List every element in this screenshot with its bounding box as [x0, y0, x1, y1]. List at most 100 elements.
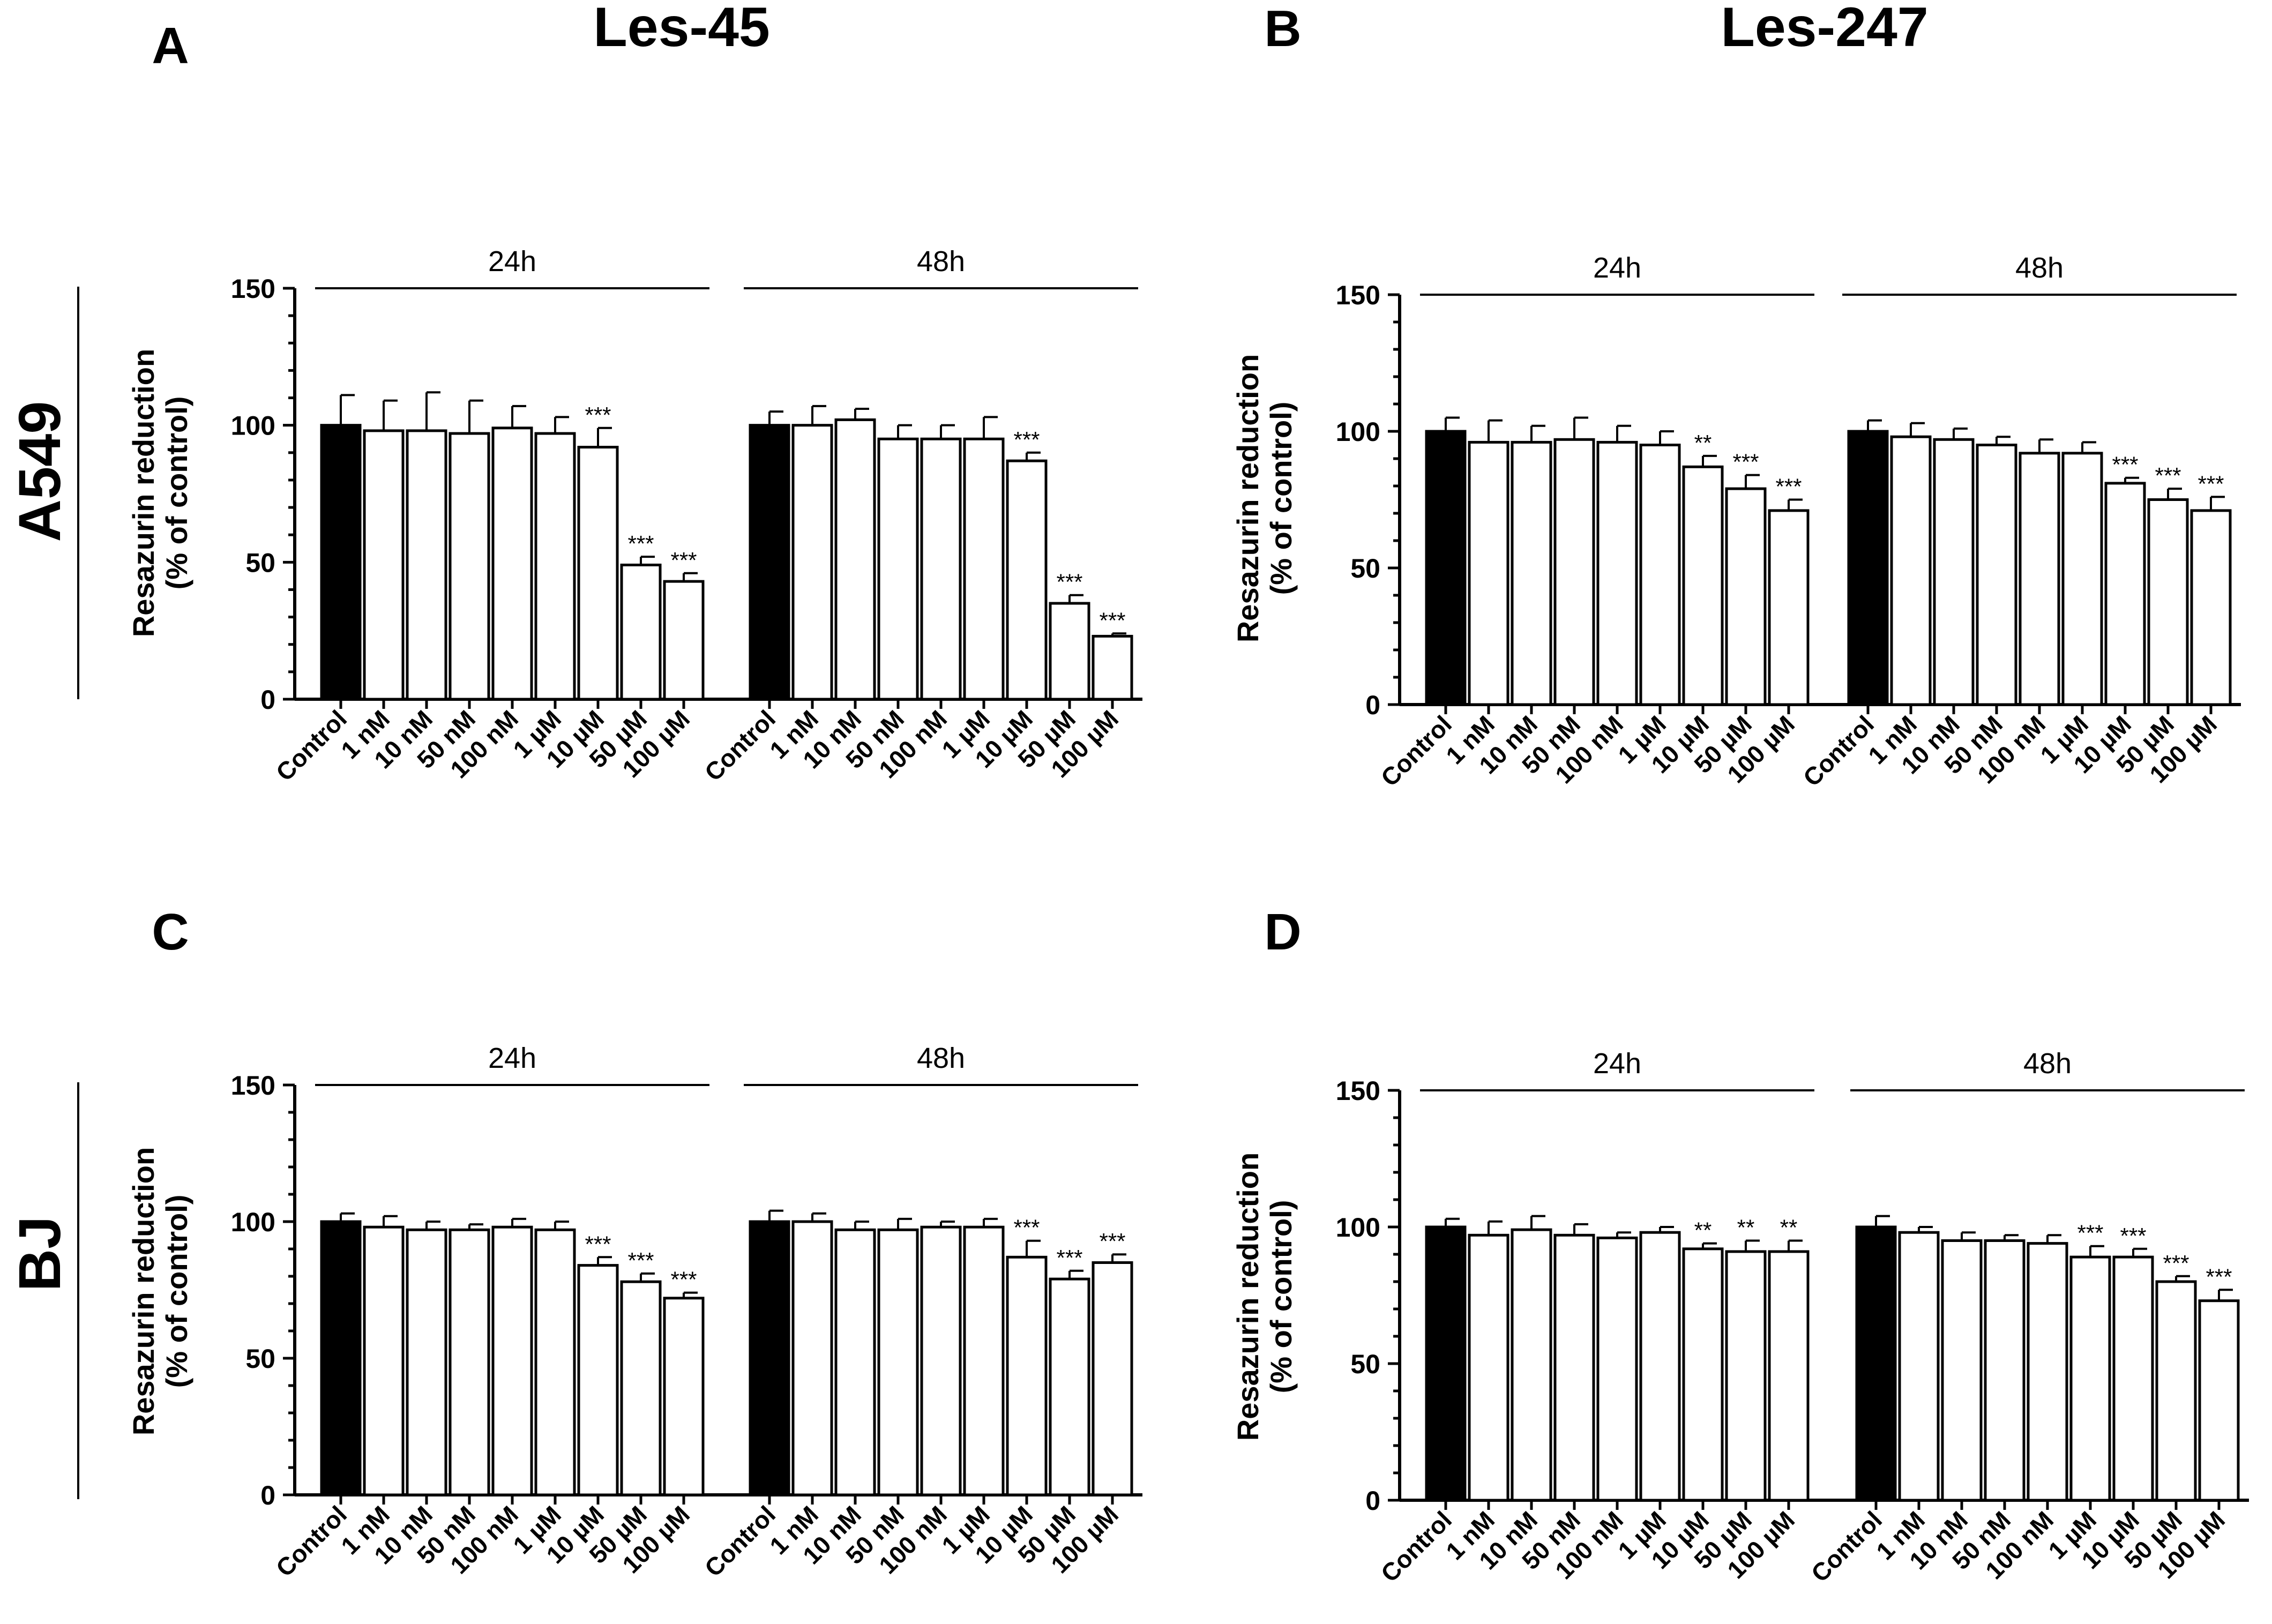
column-title-les45: Les-45: [593, 0, 770, 58]
bar-48h-3: [877, 437, 919, 701]
significance-label: ***: [2198, 471, 2224, 496]
y-tick-label: 50: [245, 548, 275, 578]
significance-label: **: [1694, 1218, 1712, 1243]
bar-24h-5: [1639, 1231, 1681, 1502]
y-tick-label: 150: [231, 274, 275, 304]
significance-label: ***: [1013, 1215, 1040, 1240]
panel-letter-c: C: [152, 903, 189, 961]
bar-48h-8: [1092, 1261, 1133, 1496]
group-label: 48h: [917, 1042, 965, 1074]
panel-letter-d: D: [1264, 903, 1301, 961]
group-label: 24h: [1593, 1047, 1641, 1080]
bar-24h-4: [1596, 1236, 1638, 1502]
significance-label: ***: [585, 402, 611, 428]
bar-24h-7: [620, 1280, 662, 1496]
panel-c-chart: 0 50 100 150 Resazurin reduction (% of contro…: [126, 1042, 1142, 1582]
bar-48h-5: [963, 1225, 1005, 1496]
significance-label: ***: [2077, 1221, 2103, 1246]
significance-label: ***: [670, 548, 697, 573]
row-label-a549: A549: [7, 401, 73, 542]
group-label: 48h: [2023, 1047, 2072, 1080]
bar-24h-0: [1425, 1225, 1467, 1502]
bar-24h-8: [1768, 1250, 1810, 1502]
y-tick-label: 150: [231, 1071, 275, 1101]
y-tick-label: 100: [1336, 1213, 1380, 1243]
bar-48h-7: [1049, 1277, 1090, 1496]
bar-48h-7: [1049, 602, 1090, 701]
panel-letter-a: A: [152, 17, 189, 74]
bar-48h-3: [1984, 1239, 2026, 1502]
bar-24h-1: [1468, 1233, 1509, 1502]
bar-24h-7: [1725, 487, 1767, 706]
bar-48h-0: [749, 1220, 790, 1496]
bar-24h-8: [663, 1297, 705, 1496]
bar-48h-1: [791, 424, 833, 701]
bar-48h-2: [1941, 1239, 1983, 1502]
y-axis-label: Resazurin reduction: [126, 349, 160, 637]
bar-48h-8: [1092, 634, 1133, 701]
panel-a-chart: 0 50 100 150 Resazurin reduction (% of contro…: [126, 245, 1142, 787]
bar-24h-5: [1639, 444, 1681, 706]
bar-24h-0: [320, 424, 362, 701]
y-axis-label: Resazurin reduction: [1231, 1152, 1265, 1441]
y-axis-label: (% of control): [1264, 402, 1298, 595]
bar-48h-4: [2027, 1242, 2068, 1502]
bar-24h-7: [1725, 1250, 1767, 1502]
significance-label: ***: [1775, 474, 1802, 499]
bar-48h-1: [1890, 435, 1932, 706]
significance-label: ***: [1056, 570, 1082, 595]
y-tick-label: 100: [231, 1207, 275, 1237]
bar-48h-1: [1898, 1231, 1940, 1502]
significance-label: ***: [1013, 427, 1040, 452]
bar-24h-5: [534, 1228, 576, 1496]
bar-48h-2: [834, 418, 876, 701]
bar-24h-0: [1425, 430, 1467, 706]
panel-b-chart: 0 50 100 150 Resazurin reduction (% of contro…: [1231, 252, 2241, 792]
bar-48h-6: [1006, 459, 1048, 701]
bar-48h-4: [2019, 452, 2060, 706]
y-axis-label: (% of control): [160, 1195, 193, 1388]
bar-48h-7: [2147, 498, 2189, 706]
group-label: 24h: [1593, 252, 1641, 284]
bar-24h-6: [1682, 1247, 1724, 1502]
group-label: 24h: [488, 245, 536, 278]
bar-24h-6: [577, 1264, 619, 1496]
y-tick-label: 50: [245, 1344, 275, 1374]
bar-48h-5: [2061, 452, 2103, 706]
bar-48h-4: [920, 437, 962, 701]
significance-label: ***: [585, 1231, 611, 1256]
bar-24h-2: [1511, 440, 1552, 706]
bar-24h-3: [449, 432, 490, 701]
bar-24h-2: [406, 429, 447, 701]
significance-label: ***: [1099, 1229, 1125, 1254]
significance-label: ***: [2155, 463, 2181, 488]
bar-24h-1: [363, 429, 405, 701]
bar-24h-2: [406, 1228, 447, 1496]
row-label-bj: BJ: [7, 1216, 73, 1292]
significance-label: ***: [2163, 1251, 2189, 1276]
significance-label: ***: [2112, 452, 2138, 477]
bar-24h-4: [1596, 440, 1638, 706]
y-tick-label: 100: [231, 411, 275, 441]
bar-24h-2: [1511, 1228, 1552, 1502]
significance-label: ***: [1056, 1245, 1082, 1270]
bar-24h-4: [491, 426, 533, 701]
bar-24h-1: [1468, 440, 1509, 706]
y-axis-label: (% of control): [1264, 1200, 1298, 1394]
bar-48h-4: [920, 1225, 962, 1496]
y-tick-label: 0: [260, 685, 275, 715]
bar-24h-6: [1682, 465, 1724, 706]
significance-label: ***: [670, 1267, 697, 1292]
y-axis-label: Resazurin reduction: [126, 1147, 160, 1435]
bar-48h-8: [2190, 509, 2232, 706]
bar-48h-1: [791, 1220, 833, 1496]
column-title-les247: Les-247: [1721, 0, 1928, 58]
significance-label: ***: [2206, 1264, 2232, 1289]
